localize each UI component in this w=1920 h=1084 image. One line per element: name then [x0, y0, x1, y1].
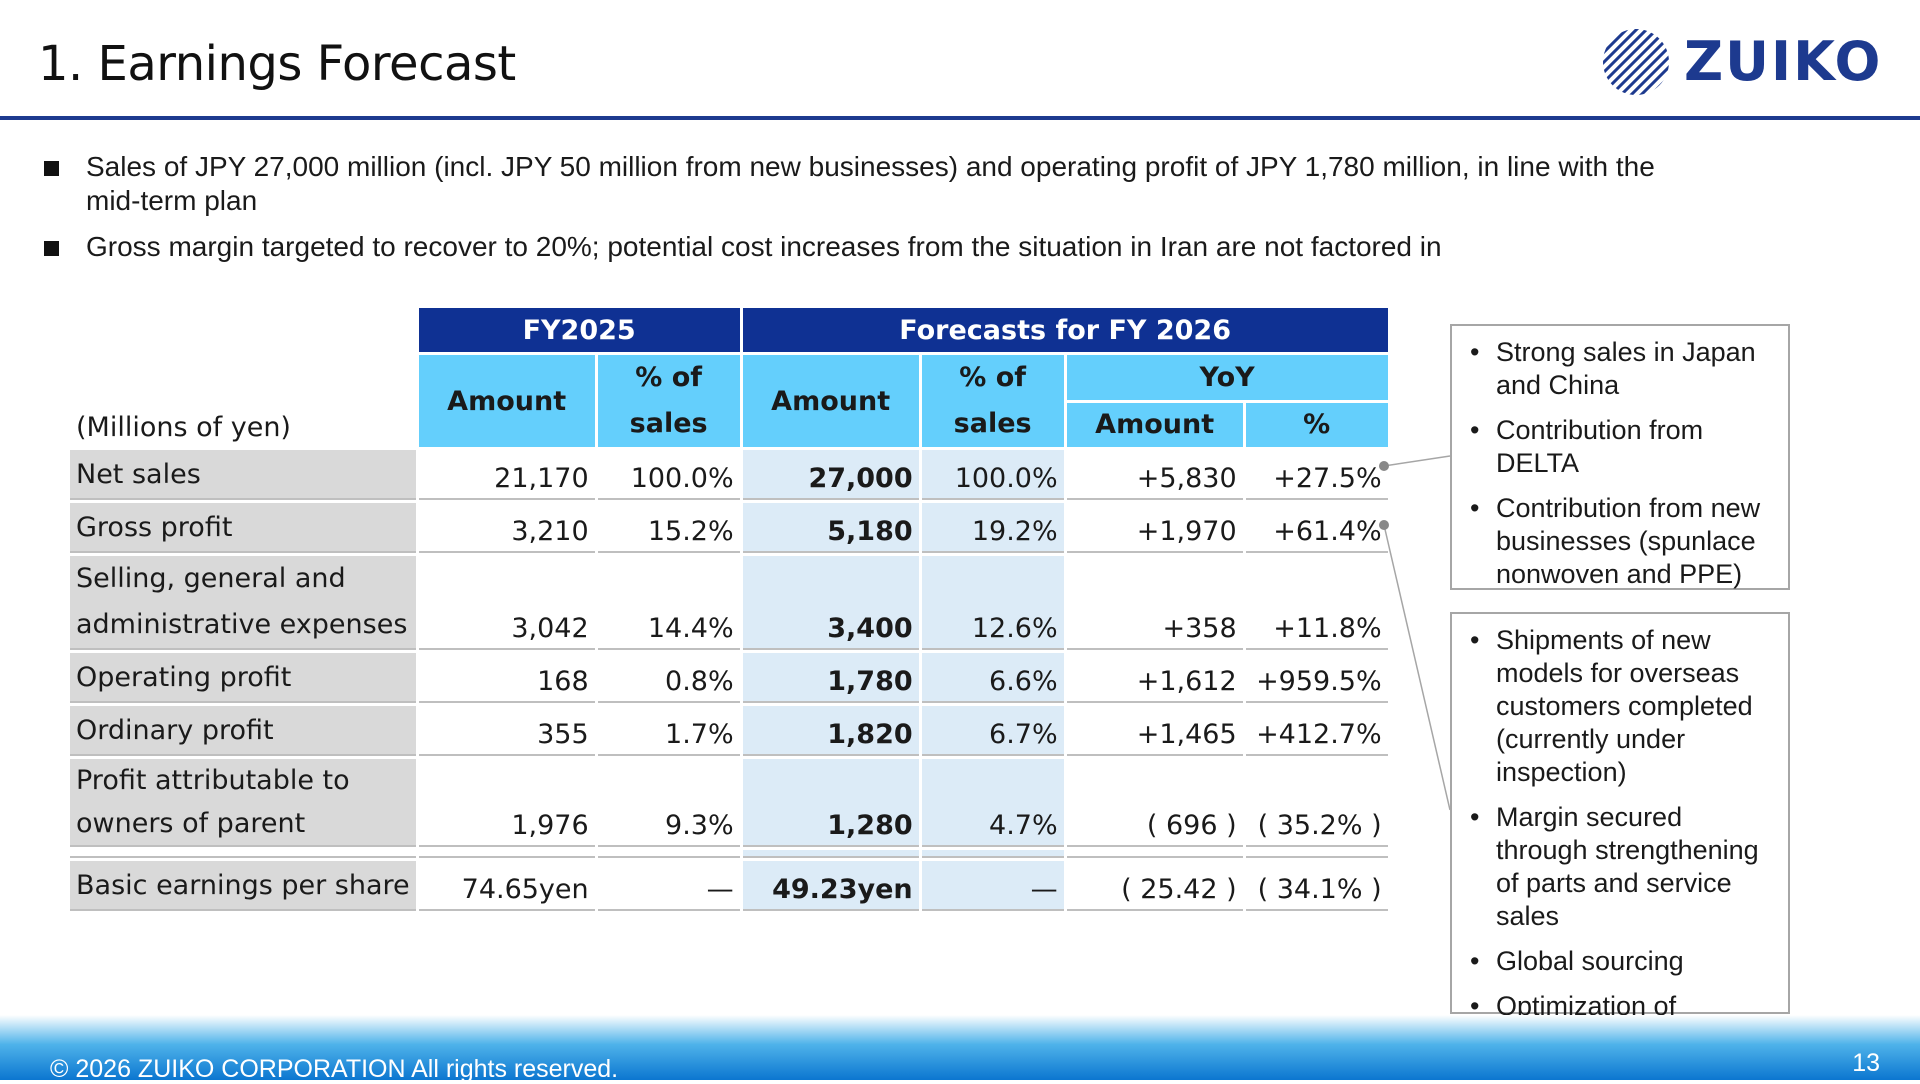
table-row-ordinary-profit: Ordinary profit 355 1.7% 1,820 6.7% +1,4…: [70, 706, 1388, 756]
header-fy2025: FY2025: [418, 308, 740, 352]
yoy-amount-cell: ( 25.42 ): [1066, 861, 1243, 911]
summary-bullets: Sales of JPY 27,000 million (incl. JPY 5…: [40, 150, 1700, 276]
fy26-pct-cell: 12.6%: [921, 556, 1064, 650]
row-label: Net sales: [70, 450, 416, 500]
header-fy25-amount: Amount: [418, 355, 595, 447]
yoy-amount-cell: +1,465: [1066, 706, 1243, 756]
note-item: • Shipments of new models for overseas cu…: [1470, 625, 1753, 787]
yoy-amount-cell: ( 696 ): [1066, 759, 1243, 847]
header-yoy-amount: Amount: [1066, 402, 1243, 447]
yoy-amount-cell: +1,612: [1066, 653, 1243, 703]
fy26-amount-cell: 1,780: [742, 653, 919, 703]
fy26-amount-cell: 27,000: [742, 450, 919, 500]
fy25-pct-cell: 100.0%: [597, 450, 740, 500]
title-divider: [0, 116, 1920, 120]
summary-bullet: Sales of JPY 27,000 million (incl. JPY 5…: [40, 150, 1700, 218]
table-row-operating-profit: Operating profit 168 0.8% 1,780 6.6% +1,…: [70, 653, 1388, 703]
yoy-amount-cell: +5,830: [1066, 450, 1243, 500]
fy26-amount-cell: 1,280: [742, 759, 919, 847]
header-fy26-pct-sales: % of sales: [921, 355, 1064, 447]
footer-bar: © 2026 ZUIKO CORPORATION All rights rese…: [0, 1015, 1920, 1083]
fy26-pct-cell: —: [921, 861, 1064, 911]
summary-bullet-text: Gross margin targeted to recover to 20%;…: [86, 231, 1442, 262]
fy26-pct-cell: 6.7%: [921, 706, 1064, 756]
header-yoy: YoY: [1066, 355, 1388, 400]
yoy-pct-cell: +959.5%: [1245, 653, 1388, 703]
fy25-pct-cell: 0.8%: [597, 653, 740, 703]
yoy-pct-cell: +61.4%: [1245, 503, 1388, 553]
fy25-pct-cell: —: [597, 861, 740, 911]
note-item: • Margin secured through strengthening of…: [1470, 802, 1759, 931]
connector-gross-profit: [1383, 524, 1451, 811]
fy26-pct-cell: 100.0%: [921, 450, 1064, 500]
square-bullet-icon: [44, 241, 59, 256]
fy26-amount-cell: 3,400: [742, 556, 919, 650]
unit-label: (Millions of yen): [76, 412, 291, 443]
row-label: Gross profit: [70, 503, 416, 553]
fy25-pct-cell: 9.3%: [597, 759, 740, 847]
row-label: Profit attributable to owners of parent: [70, 759, 416, 847]
fy26-amount-cell: 49.23yen: [742, 861, 919, 911]
table-row-eps: Basic earnings per share 74.65yen — 49.2…: [70, 861, 1388, 911]
table-row-sga: Selling, general and administrative expe…: [70, 556, 1388, 650]
page-title: 1. Earnings Forecast: [38, 36, 516, 92]
note-item: • Contribution from new businesses (spunl…: [1470, 493, 1761, 589]
table-row-profit-attributable: Profit attributable to owners of parent …: [70, 759, 1388, 847]
square-bullet-icon: [44, 161, 59, 176]
gross-profit-note-box: • Shipments of new models for overseas cu…: [1450, 612, 1790, 1054]
summary-bullet-text: Sales of JPY 27,000 million (incl. JPY 5…: [86, 151, 1655, 216]
fy26-pct-cell: 19.2%: [921, 503, 1064, 553]
yoy-amount-cell: +358: [1066, 556, 1243, 650]
header-fy25-pct-sales: % of sales: [597, 355, 740, 447]
fy25-amount-cell: 74.65yen: [418, 861, 595, 911]
fy26-amount-cell: 5,180: [742, 503, 919, 553]
fy26-pct-cell: 4.7%: [921, 759, 1064, 847]
row-label: Operating profit: [70, 653, 416, 703]
table-row-net-sales: Net sales 21,170 100.0% 27,000 100.0% +5…: [70, 450, 1388, 500]
yoy-amount-cell: +1,970: [1066, 503, 1243, 553]
header-fy2026-forecast: Forecasts for FY 2026: [742, 308, 1388, 352]
fy25-pct-cell: 14.4%: [597, 556, 740, 650]
earnings-forecast-table: FY2025 Forecasts for FY 2026 (Millions o…: [67, 305, 1391, 914]
row-label: Selling, general and administrative expe…: [70, 556, 416, 650]
yoy-pct-cell: +412.7%: [1245, 706, 1388, 756]
fy25-amount-cell: 3,042: [418, 556, 595, 650]
header-fy26-amount: Amount: [742, 355, 919, 447]
header-yoy-pct: %: [1245, 402, 1388, 447]
fy25-pct-cell: 15.2%: [597, 503, 740, 553]
note-item: • Contribution from DELTA: [1470, 415, 1704, 478]
yoy-pct-cell: ( 35.2% ): [1245, 759, 1388, 847]
note-item: • Global sourcing: [1470, 946, 1684, 976]
table-spacer-row: [70, 850, 1388, 858]
row-label: Ordinary profit: [70, 706, 416, 756]
fy25-amount-cell: 1,976: [418, 759, 595, 847]
summary-bullet: Gross margin targeted to recover to 20%;…: [40, 230, 1700, 264]
yoy-pct-cell: +11.8%: [1245, 556, 1388, 650]
fy26-amount-cell: 1,820: [742, 706, 919, 756]
row-label: Basic earnings per share: [70, 861, 416, 911]
connector-net-sales: [1383, 455, 1451, 467]
fy25-amount-cell: 21,170: [418, 450, 595, 500]
header-blank: [70, 308, 416, 352]
yoy-pct-cell: ( 34.1% ): [1245, 861, 1388, 911]
table-row-gross-profit: Gross profit 3,210 15.2% 5,180 19.2% +1,…: [70, 503, 1388, 553]
logo-text: ZUIKO: [1684, 30, 1883, 93]
zuiko-logo: ZUIKO: [1600, 26, 1880, 96]
logo-globe-icon: [1603, 29, 1669, 95]
fy26-pct-cell: 6.6%: [921, 653, 1064, 703]
fy25-amount-cell: 168: [418, 653, 595, 703]
fy25-amount-cell: 3,210: [418, 503, 595, 553]
note-item: • Strong sales in Japan and China: [1470, 337, 1756, 400]
fy25-amount-cell: 355: [418, 706, 595, 756]
page-number: 13: [1852, 1049, 1880, 1077]
net-sales-note-box: • Strong sales in Japan and China • Contri…: [1450, 324, 1790, 590]
copyright-text: © 2026 ZUIKO CORPORATION All rights rese…: [50, 1055, 619, 1083]
fy25-pct-cell: 1.7%: [597, 706, 740, 756]
yoy-pct-cell: +27.5%: [1245, 450, 1388, 500]
